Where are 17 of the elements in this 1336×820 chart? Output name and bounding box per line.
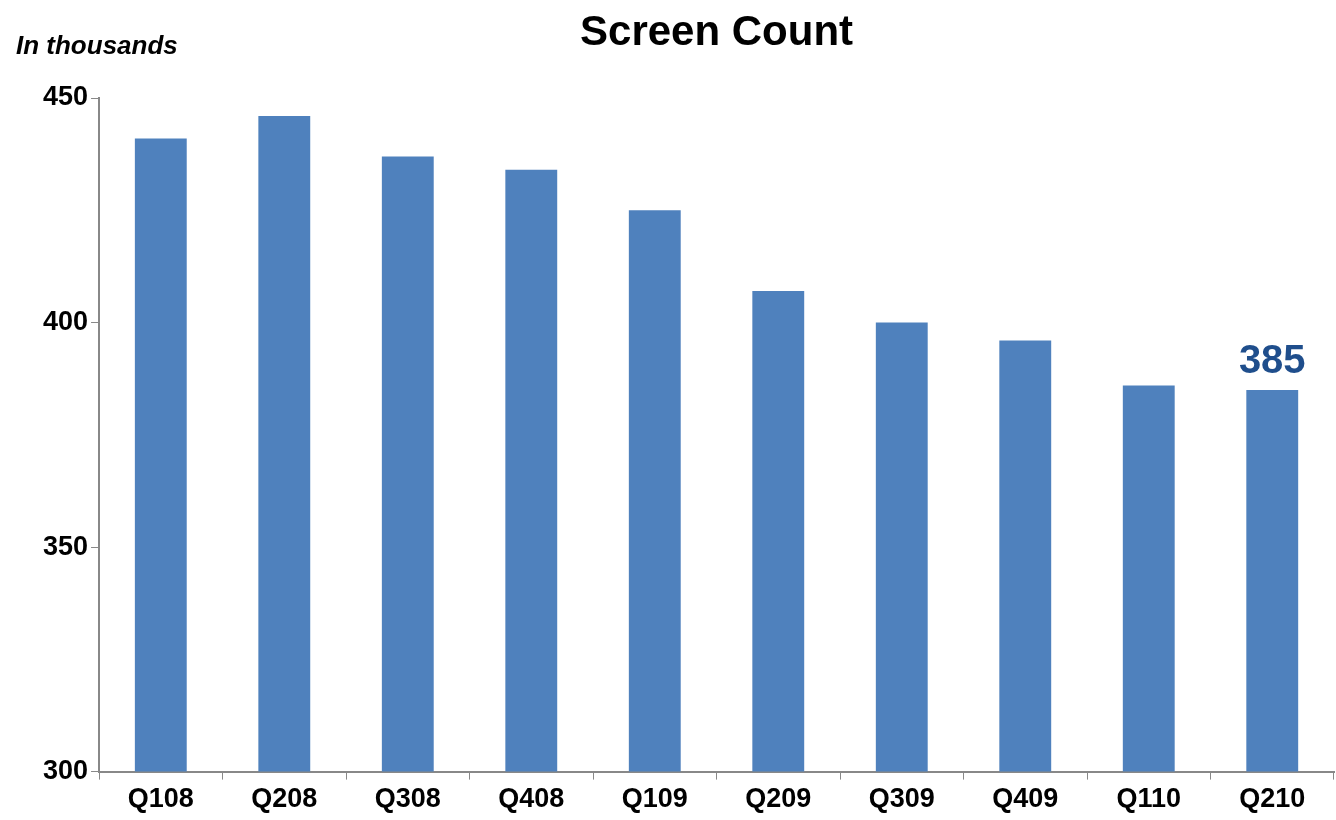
x-tick-label: Q210 [1239, 783, 1306, 814]
x-tick-label: Q408 [498, 783, 565, 814]
x-tick-label: Q308 [374, 783, 441, 814]
data-label: 385 [1238, 336, 1306, 381]
y-tick-label: 450 [42, 81, 89, 112]
x-tick-label: Q108 [127, 783, 194, 814]
chart-title: Screen Count [580, 6, 854, 54]
y-tick-label: 300 [42, 755, 89, 786]
x-tick-label: Q109 [621, 783, 688, 814]
x-tick-label: Q309 [868, 783, 935, 814]
y-tick-label: 400 [42, 305, 89, 336]
x-tick-label: Q208 [251, 783, 318, 814]
y-tick-label: 350 [42, 530, 89, 561]
x-tick-label: Q209 [745, 783, 812, 814]
x-tick-label: Q409 [992, 783, 1059, 814]
y-axis-title: In thousands [16, 30, 178, 61]
x-tick-label: Q110 [1116, 783, 1182, 814]
